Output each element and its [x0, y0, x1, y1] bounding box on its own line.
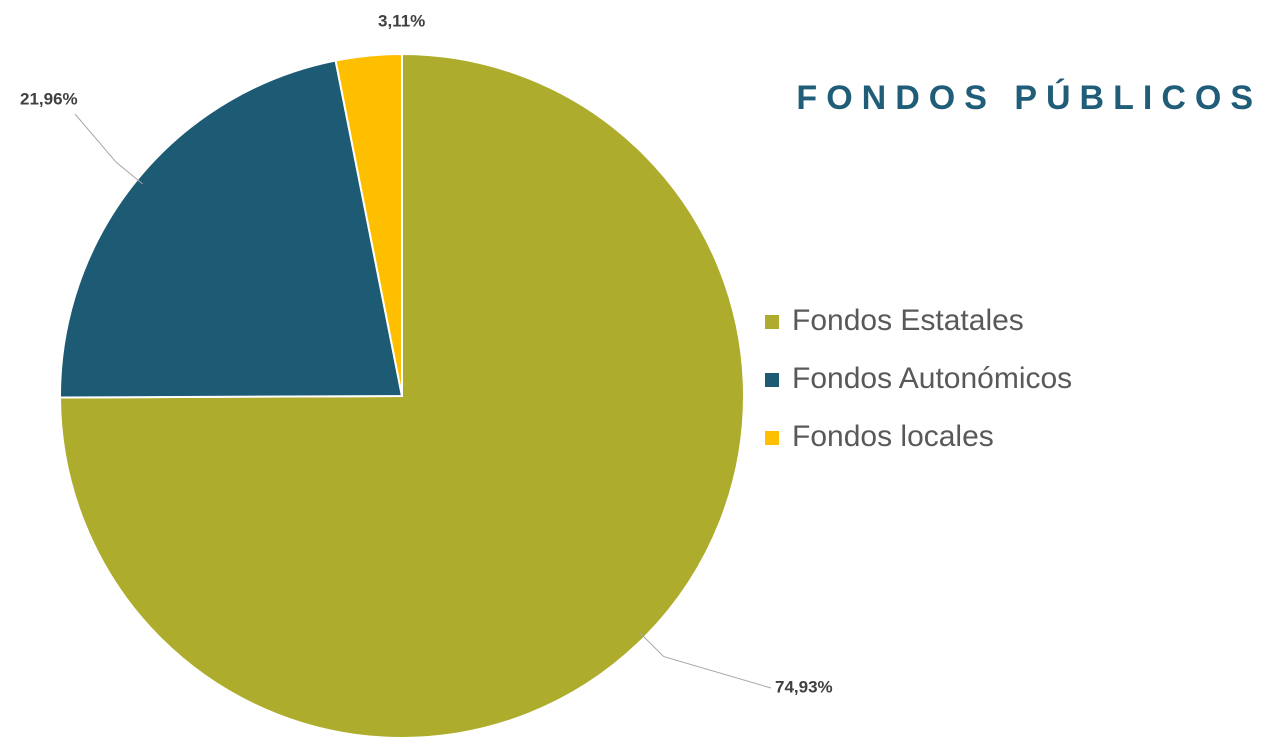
data-label: 3,11% — [378, 11, 425, 30]
leader-line — [74, 113, 143, 185]
legend-swatch — [765, 373, 779, 387]
data-label: 74,93% — [775, 677, 833, 696]
chart-title: FONDOS PÚBLICOS — [796, 79, 1262, 117]
legend-swatch — [765, 315, 779, 329]
legend-swatch — [765, 431, 779, 445]
data-label: 21,96% — [20, 89, 78, 108]
legend-label: Fondos Estatales — [792, 304, 1024, 337]
legend-label: Fondos locales — [792, 420, 994, 453]
legend-label: Fondos Autonómicos — [792, 362, 1072, 395]
leader-line — [639, 632, 772, 689]
pie-slice — [334, 52, 403, 397]
